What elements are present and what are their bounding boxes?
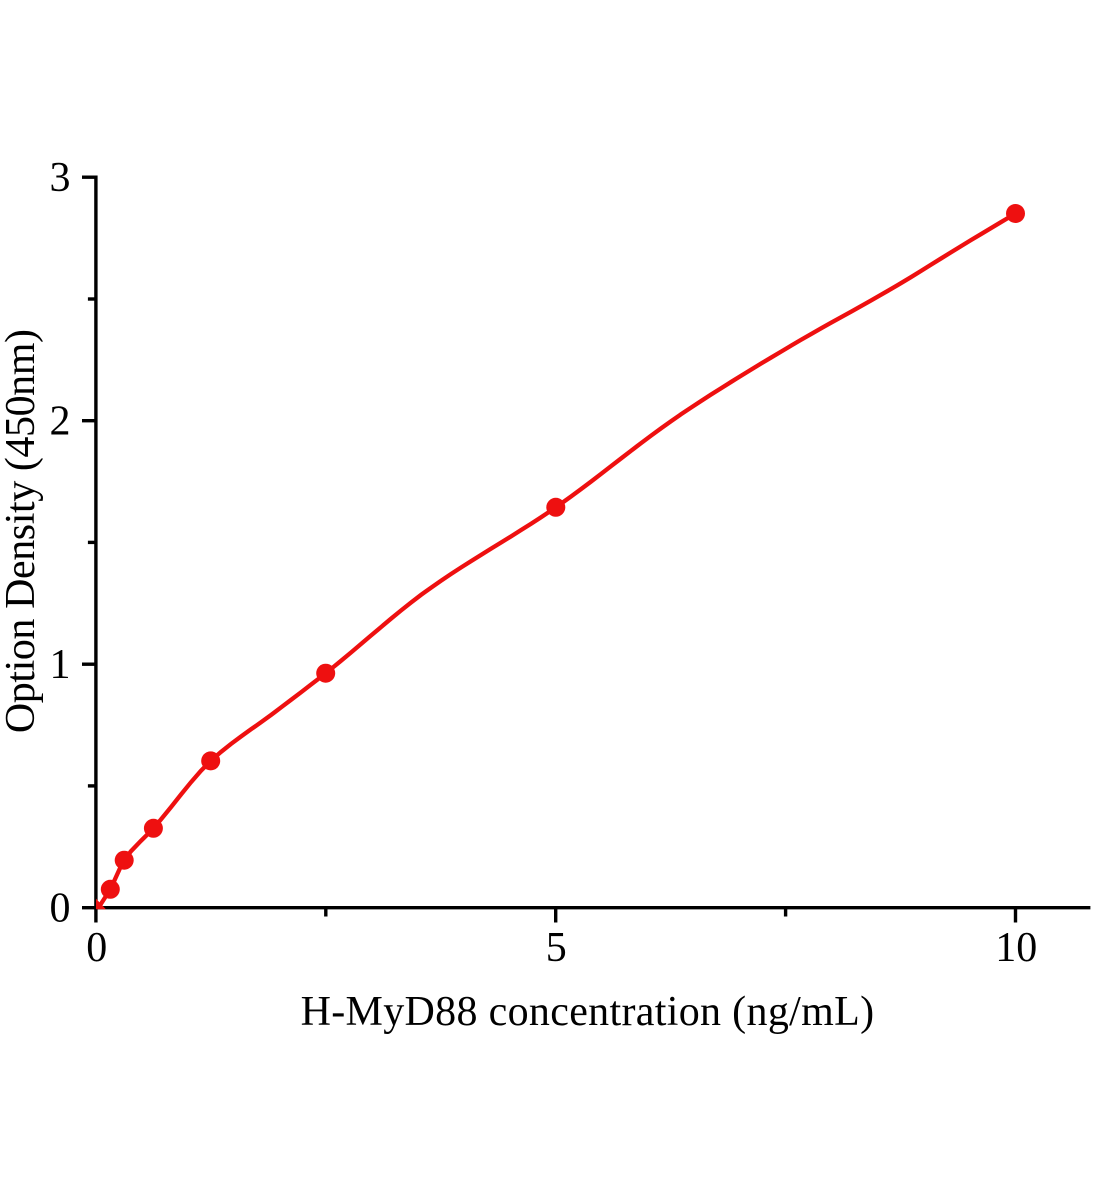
svg-text:0: 0	[50, 886, 71, 932]
svg-text:2: 2	[50, 399, 71, 445]
svg-text:3: 3	[50, 155, 71, 201]
svg-text:1: 1	[50, 642, 71, 688]
svg-text:0: 0	[86, 925, 107, 971]
svg-text:5: 5	[546, 925, 567, 971]
svg-text:H-MyD88 concentration (ng/mL): H-MyD88 concentration (ng/mL)	[301, 989, 875, 1035]
svg-text:10: 10	[995, 925, 1037, 971]
svg-text:Option Density (450nm): Option Density (450nm)	[0, 329, 44, 733]
